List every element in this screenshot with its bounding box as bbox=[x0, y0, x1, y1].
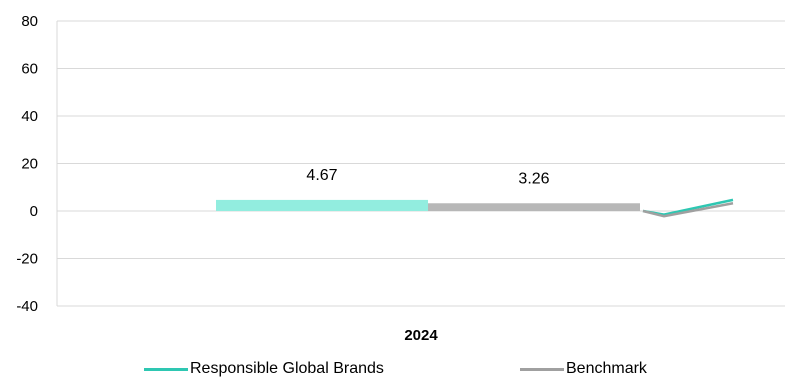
bar-benchmark bbox=[428, 203, 640, 211]
y-tick-label: 60 bbox=[21, 61, 38, 78]
x-category-label: 2024 bbox=[404, 327, 438, 344]
chart: 80 60 40 20 0 -20 -40 4.67 3.26 2024 bbox=[16, 13, 785, 344]
y-tick-label: 40 bbox=[21, 108, 38, 125]
legend-label: Benchmark bbox=[566, 360, 647, 377]
y-tick-label: 80 bbox=[21, 13, 38, 30]
legend-item-responsible-global-brands: Responsible Global Brands bbox=[144, 360, 384, 378]
y-tick-label: -40 bbox=[16, 298, 38, 315]
trend-line-benchmark bbox=[642, 202, 734, 218]
bar-responsible-global-brands bbox=[216, 199, 428, 211]
y-tick-label: -20 bbox=[16, 251, 38, 268]
legend-label: Responsible Global Brands bbox=[190, 360, 384, 377]
legend-swatch bbox=[520, 367, 564, 371]
legend: Responsible Global Brands Benchmark bbox=[0, 360, 792, 381]
legend-swatch bbox=[144, 367, 188, 371]
legend-item-benchmark: Benchmark bbox=[520, 360, 647, 378]
data-label: 4.67 bbox=[306, 167, 337, 184]
y-tick-label: 20 bbox=[21, 156, 38, 173]
y-tick-label: 0 bbox=[30, 203, 38, 220]
data-label: 3.26 bbox=[518, 170, 549, 187]
